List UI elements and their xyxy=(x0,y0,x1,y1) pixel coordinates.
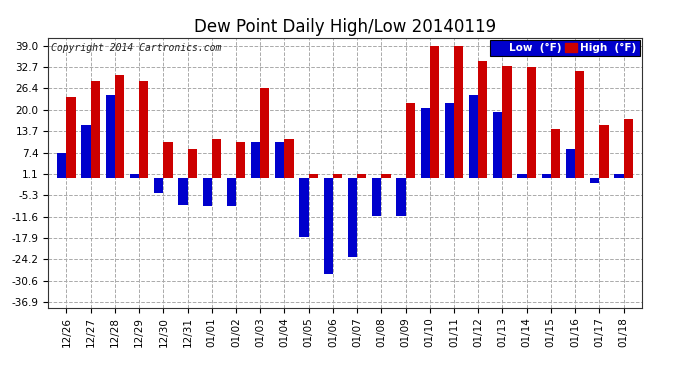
Bar xyxy=(260,88,269,178)
Bar xyxy=(308,174,318,178)
Bar xyxy=(154,178,164,193)
Bar xyxy=(299,178,308,237)
Bar xyxy=(396,178,406,216)
Bar xyxy=(624,118,633,178)
Bar xyxy=(518,174,526,178)
Bar xyxy=(348,178,357,257)
Bar xyxy=(139,81,148,178)
Bar xyxy=(566,149,575,178)
Bar xyxy=(227,178,236,206)
Bar xyxy=(115,75,124,178)
Bar xyxy=(382,174,391,178)
Bar xyxy=(526,67,536,178)
Bar xyxy=(275,142,284,178)
Bar xyxy=(590,178,600,183)
Bar xyxy=(284,139,294,178)
Bar xyxy=(406,104,415,178)
Bar xyxy=(542,174,551,178)
Bar xyxy=(493,112,502,178)
Bar xyxy=(614,174,624,178)
Bar xyxy=(575,71,584,178)
Bar xyxy=(430,46,439,178)
Bar xyxy=(502,66,512,178)
Bar xyxy=(188,149,197,178)
Bar xyxy=(236,142,245,178)
Bar xyxy=(90,81,100,178)
Bar xyxy=(469,95,478,178)
Title: Dew Point Daily High/Low 20140119: Dew Point Daily High/Low 20140119 xyxy=(194,18,496,36)
Bar xyxy=(600,125,609,178)
Bar xyxy=(333,174,342,178)
Bar xyxy=(81,125,90,178)
Bar xyxy=(357,174,366,178)
Bar xyxy=(66,97,76,178)
Bar xyxy=(130,174,139,178)
Bar xyxy=(454,46,463,178)
Bar xyxy=(178,178,188,205)
Legend: Low  (°F), High  (°F): Low (°F), High (°F) xyxy=(490,40,640,56)
Bar xyxy=(203,178,212,206)
Bar xyxy=(478,61,487,178)
Bar xyxy=(164,142,172,178)
Bar xyxy=(372,178,382,216)
Bar xyxy=(324,178,333,274)
Bar xyxy=(421,108,430,178)
Bar xyxy=(445,104,454,178)
Bar xyxy=(106,95,115,178)
Text: Copyright 2014 Cartronics.com: Copyright 2014 Cartronics.com xyxy=(51,43,221,53)
Bar xyxy=(251,142,260,178)
Bar xyxy=(551,129,560,178)
Bar xyxy=(212,139,221,178)
Bar xyxy=(57,153,66,178)
